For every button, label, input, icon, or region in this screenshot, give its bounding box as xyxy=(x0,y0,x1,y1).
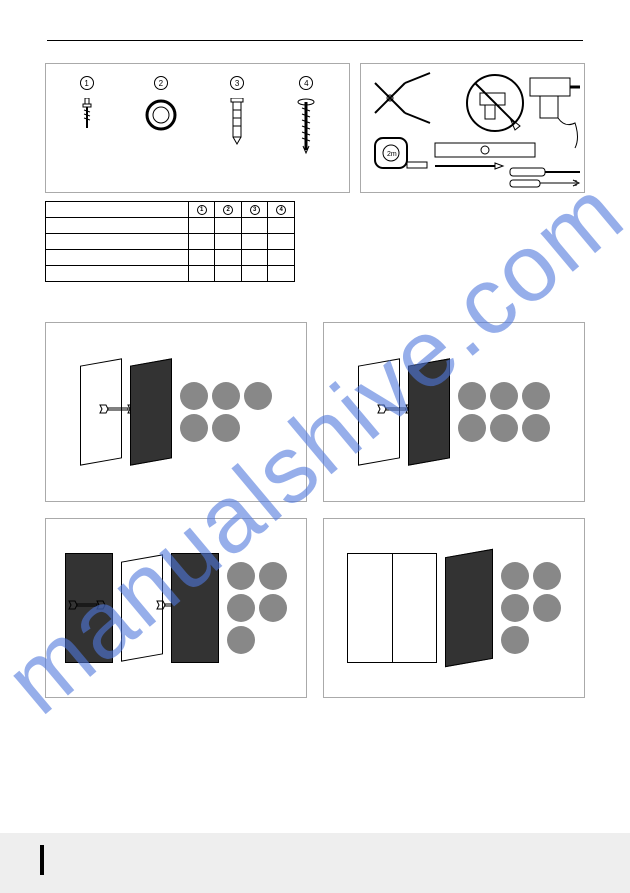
parts-box: 1 2 3 xyxy=(45,63,350,193)
footer-bar xyxy=(0,833,630,893)
side-panel-icon xyxy=(171,553,219,663)
table-header: 4 xyxy=(268,202,295,218)
step-dots xyxy=(458,382,550,442)
step-dot xyxy=(501,594,529,622)
header-rule xyxy=(47,40,583,41)
step-dot xyxy=(227,626,255,654)
step-dot xyxy=(259,562,287,590)
part-col-3: 3 xyxy=(227,76,247,148)
table-header: 3 xyxy=(241,202,268,218)
step-dot xyxy=(522,382,550,410)
step-dot xyxy=(212,382,240,410)
step-dot xyxy=(180,382,208,410)
side-panel-icon xyxy=(445,549,493,667)
step-dot xyxy=(501,626,529,654)
part-col-1: 1 xyxy=(79,76,95,138)
table-header-row: 1 2 3 4 xyxy=(46,202,295,218)
screw-small-icon xyxy=(79,98,95,138)
part-col-2: 2 xyxy=(144,76,178,132)
assembly-box-4 xyxy=(323,518,585,698)
door-panel-icon xyxy=(130,358,172,465)
step-dot xyxy=(227,594,255,622)
assembly-box-3 xyxy=(45,518,307,698)
step-dot xyxy=(490,414,518,442)
door-panel-icon xyxy=(408,358,450,465)
step-dot xyxy=(180,414,208,442)
part-label: 3 xyxy=(230,76,244,90)
step-dot xyxy=(259,594,287,622)
step-dot xyxy=(490,382,518,410)
part-label: 2 xyxy=(154,76,168,90)
tape-text: 2m xyxy=(387,151,397,158)
step-dots xyxy=(180,382,272,442)
table-row xyxy=(46,250,295,266)
step-dot xyxy=(533,594,561,622)
step-dots xyxy=(501,562,561,654)
table-row xyxy=(46,218,295,234)
table-header: 1 xyxy=(188,202,215,218)
tools-illustration: 2m xyxy=(365,68,582,190)
assembly-box-2 xyxy=(323,322,585,502)
long-screw-icon xyxy=(296,98,316,156)
step-dot xyxy=(533,562,561,590)
table-header: 2 xyxy=(215,202,242,218)
step-dot xyxy=(212,414,240,442)
table-row xyxy=(46,234,295,250)
step-dots xyxy=(227,562,287,654)
step-dot xyxy=(227,562,255,590)
table-cell xyxy=(46,202,189,218)
assembly-box-1 xyxy=(45,322,307,502)
part-label: 4 xyxy=(299,76,313,90)
page-container: 1 2 3 xyxy=(0,0,630,738)
wrench-icon xyxy=(67,599,107,611)
step-dot xyxy=(458,382,486,410)
part-label: 1 xyxy=(80,76,94,90)
step-dot xyxy=(244,382,272,410)
part-col-4: 4 xyxy=(296,76,316,156)
tools-box: 2m xyxy=(360,63,585,193)
wall-plug-icon xyxy=(227,98,247,148)
step-dot xyxy=(522,414,550,442)
step-dot xyxy=(501,562,529,590)
assembly-grid xyxy=(45,322,585,698)
footer-mark xyxy=(40,845,44,875)
quantity-table: 1 2 3 4 xyxy=(45,201,295,282)
top-row: 1 2 3 xyxy=(45,63,585,193)
sliding-door-icon xyxy=(347,553,437,663)
cap-icon xyxy=(144,98,178,132)
step-dot xyxy=(458,414,486,442)
table-row xyxy=(46,266,295,282)
